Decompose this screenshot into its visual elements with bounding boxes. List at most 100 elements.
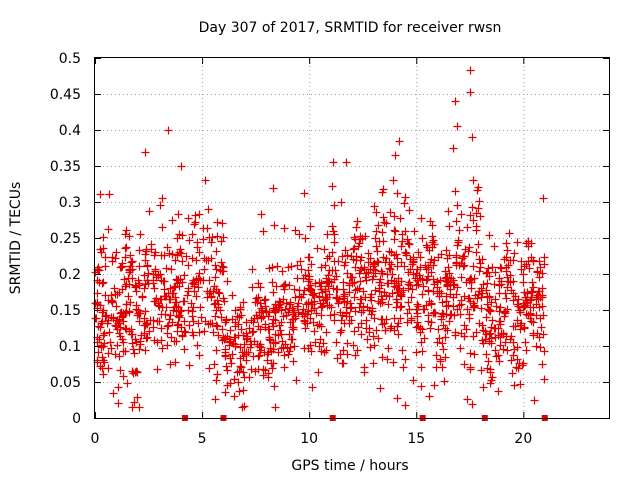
data-point	[350, 278, 359, 287]
data-point	[185, 321, 194, 330]
data-point	[433, 338, 442, 347]
data-point	[222, 362, 231, 371]
data-point	[171, 256, 180, 265]
data-point	[174, 210, 183, 219]
data-point	[106, 338, 115, 347]
data-point	[488, 263, 497, 272]
data-point	[166, 311, 175, 320]
data-point	[330, 257, 339, 266]
data-point	[207, 292, 216, 301]
data-point	[517, 265, 526, 274]
data-point	[472, 209, 481, 218]
data-point	[135, 279, 144, 288]
data-point	[235, 367, 244, 376]
data-point	[491, 268, 500, 277]
data-point	[157, 310, 166, 319]
data-point	[189, 331, 198, 340]
data-point	[126, 251, 135, 260]
data-point	[156, 201, 165, 210]
data-point	[171, 293, 180, 302]
data-point	[195, 351, 204, 360]
data-point	[527, 295, 536, 304]
data-point	[490, 280, 499, 289]
data-point	[472, 222, 481, 231]
data-point	[439, 321, 448, 330]
data-point	[389, 358, 398, 367]
data-point	[490, 324, 499, 333]
data-point	[100, 329, 109, 338]
data-point	[217, 313, 226, 322]
data-point	[306, 314, 315, 323]
data-point	[398, 230, 407, 239]
data-point	[378, 295, 387, 304]
data-point	[383, 279, 392, 288]
data-point	[516, 380, 525, 389]
data-point	[513, 238, 522, 247]
data-point	[166, 284, 175, 293]
data-point	[508, 369, 517, 378]
data-point	[94, 263, 103, 272]
data-point	[483, 279, 492, 288]
data-point	[317, 311, 326, 320]
data-point	[503, 346, 512, 355]
data-point	[292, 376, 301, 385]
data-point	[113, 341, 122, 350]
data-point	[378, 188, 387, 197]
data-point	[270, 382, 279, 391]
data-point	[501, 338, 510, 347]
data-point	[526, 314, 535, 323]
data-point	[519, 359, 528, 368]
data-point	[95, 335, 104, 344]
data-point	[115, 352, 124, 361]
data-point	[301, 319, 310, 328]
data-point	[536, 263, 545, 272]
data-point	[449, 144, 458, 153]
data-point	[345, 319, 354, 328]
data-point	[221, 318, 230, 327]
data-point	[140, 284, 149, 293]
data-point	[310, 297, 319, 306]
data-point	[180, 317, 189, 326]
data-point	[317, 303, 326, 312]
data-point	[212, 247, 221, 256]
data-point	[256, 346, 265, 355]
data-point	[184, 306, 193, 315]
data-point	[349, 245, 358, 254]
data-point	[301, 234, 310, 243]
data-point	[315, 278, 324, 287]
data-point	[157, 324, 166, 333]
data-point	[416, 328, 425, 337]
data-point	[184, 214, 193, 223]
data-point	[396, 214, 405, 223]
data-point	[502, 267, 511, 276]
data-point	[357, 330, 366, 339]
data-point	[360, 363, 369, 372]
data-point	[366, 254, 375, 263]
data-point	[535, 333, 544, 342]
data-point	[243, 334, 252, 343]
data-point	[200, 254, 209, 263]
data-point	[172, 298, 181, 307]
data-point	[537, 323, 546, 332]
data-point	[238, 403, 247, 412]
data-point	[539, 194, 548, 203]
data-point	[538, 360, 547, 369]
data-point	[216, 266, 225, 275]
data-point	[173, 251, 182, 260]
data-point	[500, 255, 509, 264]
data-point	[457, 210, 466, 219]
data-point	[193, 243, 202, 252]
x-axis-label: GPS time / hours	[291, 458, 408, 474]
data-point	[393, 189, 402, 198]
data-point	[418, 234, 427, 243]
data-point	[99, 306, 108, 315]
data-point	[368, 307, 377, 316]
data-point	[97, 341, 106, 350]
data-point	[178, 332, 187, 341]
data-point	[212, 306, 221, 315]
data-point	[96, 323, 105, 332]
data-point	[164, 321, 173, 330]
data-point	[507, 356, 516, 365]
data-point	[222, 316, 231, 325]
data-point	[455, 226, 464, 235]
